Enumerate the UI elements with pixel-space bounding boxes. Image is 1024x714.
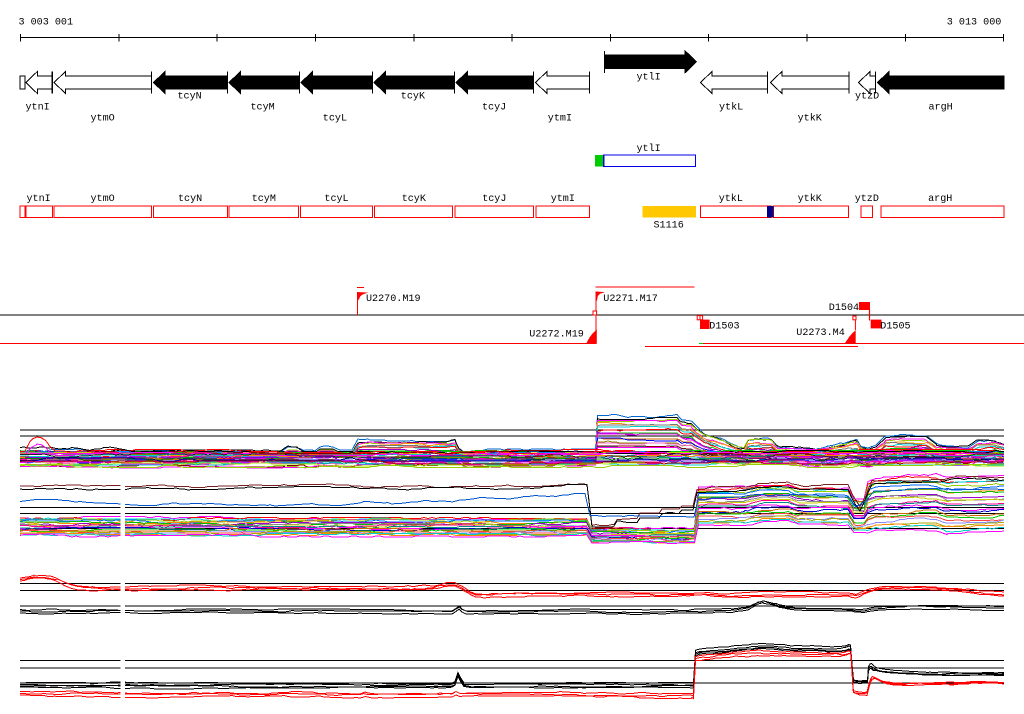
svg-text:ytnI: ytnI	[27, 194, 51, 205]
svg-text:3 003 001: 3 003 001	[19, 18, 74, 29]
svg-text:tcyK: tcyK	[402, 194, 427, 205]
svg-text:ytkK: ytkK	[798, 193, 823, 205]
svg-text:U2270.M19: U2270.M19	[366, 294, 421, 305]
svg-text:tcyN: tcyN	[178, 194, 202, 205]
svg-text:ytkK: ytkK	[798, 113, 823, 125]
svg-text:ytnI: ytnI	[26, 103, 50, 114]
svg-text:tcyJ: tcyJ	[482, 103, 506, 114]
svg-text:ytzD: ytzD	[855, 92, 879, 103]
svg-text:D1505: D1505	[880, 321, 910, 332]
svg-text:tcyN: tcyN	[178, 92, 202, 103]
svg-text:tcyL: tcyL	[323, 114, 347, 125]
svg-text:tcyK: tcyK	[401, 92, 426, 103]
svg-text:ytzD: ytzD	[855, 194, 879, 205]
svg-text:D1504: D1504	[829, 303, 859, 314]
svg-text:tcyL: tcyL	[324, 194, 348, 205]
svg-text:tcyM: tcyM	[252, 194, 276, 205]
svg-text:ytlI: ytlI	[637, 143, 661, 155]
svg-text:S1116: S1116	[654, 220, 684, 231]
svg-text:D1503: D1503	[709, 321, 739, 332]
svg-text:ytkL: ytkL	[719, 193, 743, 205]
svg-text:3 013 000: 3 013 000	[947, 17, 1002, 28]
svg-text:U2272.M19: U2272.M19	[529, 329, 584, 340]
svg-text:argH: argH	[928, 194, 952, 205]
svg-text:ytlI: ytlI	[637, 71, 661, 83]
svg-text:ytmO: ytmO	[91, 114, 115, 125]
svg-text:ytmI: ytmI	[548, 114, 572, 125]
svg-text:U2271.M17: U2271.M17	[603, 294, 658, 305]
svg-text:tcyJ: tcyJ	[482, 194, 506, 205]
svg-text:ytkL: ytkL	[719, 102, 743, 114]
svg-text:ytmI: ytmI	[551, 194, 575, 205]
svg-text:argH: argH	[929, 103, 953, 114]
svg-text:tcyM: tcyM	[251, 103, 275, 114]
svg-text:U2273.M4: U2273.M4	[796, 328, 844, 339]
svg-text:ytmO: ytmO	[91, 194, 115, 205]
